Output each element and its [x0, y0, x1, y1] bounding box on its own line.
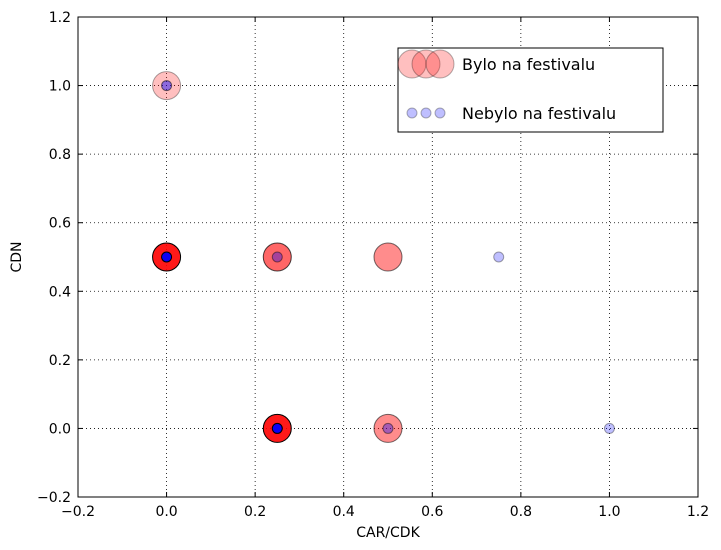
no-festival-point — [382, 422, 394, 434]
plot-frame — [77, 16, 699, 498]
legend-marker — [397, 49, 427, 79]
legend-label: Nebylo na festivalu — [462, 104, 616, 123]
data-points — [152, 71, 615, 443]
legend-box — [397, 47, 664, 133]
legend-label: Bylo na festivalu — [462, 55, 595, 74]
x-tick-label: 1.2 — [687, 504, 709, 520]
no-festival-point — [493, 251, 505, 263]
y-tick-label: 0.6 — [49, 216, 71, 232]
x-tick-label: 0.8 — [510, 504, 532, 520]
y-tick-label: 0.8 — [49, 147, 71, 163]
axis-ticks: −0.2 0.0 0.2 0.4 0.6 0.8 1.0 1.2 −0.2 0.0 0.2 0.4 0.… — [37, 10, 709, 520]
x-tick-label: 0.4 — [333, 504, 355, 520]
y-tick-label: −0.2 — [37, 490, 71, 506]
y-axis-title: CDN — [9, 241, 25, 272]
y-tick-label: 0.4 — [49, 284, 71, 300]
legend: Bylo na festivalu Nebylo na festivalu — [397, 47, 664, 133]
x-tick-label: 1.0 — [598, 504, 620, 520]
no-festival-point — [161, 80, 173, 92]
y-tick-label: 1.0 — [49, 79, 71, 95]
x-tick-label: 0.2 — [244, 504, 266, 520]
no-festival-point — [603, 422, 615, 434]
no-festival-point — [161, 251, 173, 263]
no-festival-point — [271, 422, 283, 434]
no-festival-point — [271, 251, 283, 263]
festival-point — [152, 71, 182, 101]
legend-marker — [406, 107, 418, 119]
legend-marker — [425, 49, 455, 79]
festival-point — [262, 242, 292, 272]
legend-marker — [411, 49, 441, 79]
y-tick-label: 1.2 — [49, 10, 71, 26]
x-tick-label: 0.0 — [155, 504, 177, 520]
x-tick-label: −0.2 — [61, 504, 95, 520]
legend-marker — [420, 107, 432, 119]
festival-point — [373, 413, 403, 443]
legend-marker — [434, 107, 446, 119]
x-axis-title: CAR/CDK — [356, 525, 420, 541]
y-tick-label: 0.0 — [49, 421, 71, 437]
x-tick-label: 0.6 — [421, 504, 443, 520]
y-tick-label: 0.2 — [49, 353, 71, 369]
festival-point — [373, 242, 403, 272]
